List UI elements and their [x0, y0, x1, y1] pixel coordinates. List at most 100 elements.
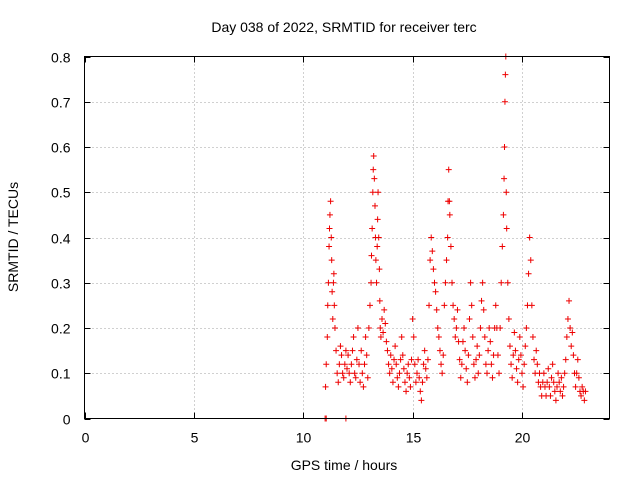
data-point: [342, 347, 349, 354]
data-point: [499, 243, 506, 250]
data-point: [354, 325, 361, 331]
data-point: [324, 302, 331, 309]
data-point: [362, 334, 369, 341]
data-point: [334, 370, 341, 377]
data-point: [436, 347, 443, 354]
y-tick-label: 0.2: [51, 321, 71, 337]
y-tick-label: 0: [63, 412, 71, 428]
data-point: [370, 166, 377, 173]
data-point: [349, 347, 356, 354]
data-point: [341, 361, 348, 368]
axis-ticks: [84, 56, 610, 420]
chart-title: Day 038 of 2022, SRMTID for receiver ter…: [211, 19, 476, 35]
data-point: [500, 211, 507, 218]
y-tick-label: 0.8: [51, 50, 71, 66]
data-point: [442, 279, 449, 286]
data-point: [418, 397, 425, 404]
data-point: [552, 397, 559, 404]
data-points: [322, 53, 589, 422]
data-point: [572, 383, 579, 390]
data-point: [411, 361, 418, 368]
data-point: [403, 388, 410, 395]
data-point: [443, 257, 450, 264]
data-point: [352, 374, 359, 381]
data-point: [333, 347, 340, 354]
data-point: [494, 352, 501, 359]
x-tick-label: 15: [406, 430, 422, 446]
data-point: [503, 225, 510, 232]
data-point: [575, 374, 582, 381]
data-point: [372, 202, 378, 209]
data-point: [322, 383, 329, 390]
data-point: [451, 315, 458, 322]
data-point: [389, 379, 396, 386]
data-point: [516, 334, 523, 341]
data-point: [502, 71, 509, 78]
data-point: [382, 320, 389, 327]
data-point: [335, 379, 342, 386]
data-point: [430, 266, 437, 273]
data-point: [475, 370, 482, 377]
data-point: [525, 270, 532, 277]
data-point: [558, 374, 565, 381]
data-point: [326, 211, 333, 218]
data-point: [488, 361, 495, 368]
y-tick-label: 0.1: [51, 366, 71, 382]
data-point: [446, 198, 453, 205]
data-point: [357, 379, 364, 386]
data-point: [375, 234, 382, 241]
data-point: [397, 356, 404, 363]
x-tick-label: 20: [515, 430, 531, 446]
data-point: [353, 356, 360, 363]
data-point: [484, 370, 490, 377]
data-point: [555, 370, 562, 377]
data-point: [347, 379, 354, 386]
data-point: [361, 361, 368, 368]
data-point: [481, 334, 488, 341]
y-tick-label: 0.3: [51, 276, 71, 292]
data-point: [528, 302, 535, 309]
data-point: [414, 370, 420, 377]
data-point: [540, 370, 547, 377]
data-point: [368, 252, 375, 259]
data-point: [521, 361, 528, 368]
x-tick-label: 0: [82, 430, 90, 446]
data-point: [452, 334, 459, 341]
data-point: [384, 347, 391, 354]
data-point: [426, 302, 433, 309]
data-point: [497, 325, 504, 331]
data-point: [473, 356, 480, 363]
data-point: [381, 306, 388, 313]
data-point: [376, 266, 383, 273]
data-point: [431, 279, 438, 286]
data-point: [323, 361, 330, 368]
data-point: [423, 374, 430, 381]
data-point: [429, 248, 436, 255]
data-point: [374, 216, 381, 223]
data-point: [511, 329, 518, 336]
data-point: [489, 374, 496, 381]
y-axis-label: SRMTID / TECUs: [5, 182, 21, 292]
data-point: [485, 347, 492, 354]
x-axis-label: GPS time / hours: [291, 457, 398, 473]
data-point: [428, 234, 435, 241]
data-point: [394, 374, 401, 381]
data-point: [519, 370, 525, 377]
data-point: [328, 234, 335, 241]
data-point: [329, 315, 336, 322]
data-point: [433, 306, 440, 313]
data-point: [578, 392, 585, 399]
data-point: [329, 288, 336, 295]
data-point: [470, 361, 477, 368]
data-point: [445, 166, 452, 173]
data-point: [377, 325, 384, 331]
data-point: [387, 352, 394, 359]
data-point: [364, 374, 371, 381]
data-point: [331, 302, 338, 309]
data-point: [506, 343, 513, 350]
data-point: [371, 175, 378, 182]
data-point: [330, 270, 337, 277]
data-point: [476, 352, 483, 359]
data-point: [468, 302, 475, 309]
data-point: [486, 325, 493, 331]
